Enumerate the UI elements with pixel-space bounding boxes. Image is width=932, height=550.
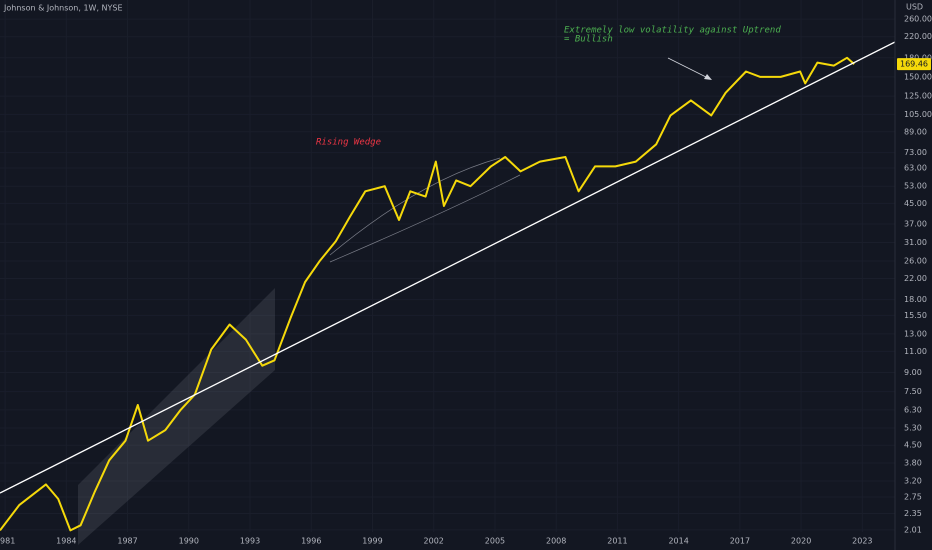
y-tick-label: 6.30 [904,405,922,414]
y-tick-label: 89.00 [904,127,927,136]
x-tick-label: 2023 [852,537,872,546]
x-tick-label: 1990 [179,537,199,546]
y-tick-label: 37.00 [904,219,927,228]
y-tick-label: 18.00 [904,295,927,304]
x-tick-label: 2002 [424,537,444,546]
y-tick-label: 105.00 [904,110,932,119]
y-tick-label: 9.00 [904,368,922,377]
y-tick-label: 2.35 [904,509,922,518]
price-line [0,56,855,532]
wedge-lower [329,174,521,263]
last-price-box [897,58,931,71]
unit-label: USD [906,3,923,12]
y-tick-label: 3.80 [904,459,922,468]
last-price-label: 169.46 [900,60,928,69]
x-tick-label: 1984 [56,537,76,546]
chart-title: Johnson & Johnson, 1W, NYSE [3,4,123,13]
x-tick-label: 1996 [301,537,321,546]
y-tick-label: 4.50 [904,441,922,450]
arrow-head [704,74,712,80]
y-tick-label: 31.00 [904,238,927,247]
x-tick-label: 2008 [546,537,566,546]
axes: 260.00 220.00 180.00 150.00 125.00 105.00 89.0… [0,15,932,546]
x-tick-label: 2017 [730,537,750,546]
plot [0,56,855,532]
y-tick-label: 53.00 [904,182,927,191]
x-tick-label: 2011 [607,537,627,546]
y-tick-label: 180.00 [904,53,932,62]
y-tick-label: 22.00 [904,274,927,283]
y-tick-label: 11.00 [904,347,927,356]
y-tick-label: 7.50 [904,387,922,396]
y-tick-label: 63.00 [904,164,927,173]
y-tick-label: 3.20 [904,477,922,486]
x-tick-label: 2014 [668,537,688,546]
y-tick-label: 73.00 [904,148,927,157]
x-tick-label: 1999 [362,537,382,546]
annotation: Rising Wedge [316,138,381,148]
trendline [0,41,896,494]
x-tick-label: 1987 [117,537,137,546]
y-tick-label: 150.00 [904,72,932,81]
y-tick-label: 2.75 [904,492,922,501]
y-tick-label: 26.00 [904,257,927,266]
y-tick-label: 5.30 [904,424,922,433]
x-tick-label: 1993 [240,537,260,546]
y-tick-label: 220.00 [904,32,932,41]
y-tick-label: 125.00 [904,92,932,101]
x-tick-label: 2020 [791,537,811,546]
y-tick-label: 2.01 [904,525,922,534]
y-tick-label: 45.00 [904,199,927,208]
grid [0,0,895,532]
annotation: Extremely low volatility against Uptrend [564,26,781,36]
annotation: = Bullish [564,35,613,45]
y-tick-label: 15.50 [904,311,927,320]
y-tick-label: 260.00 [904,15,932,24]
y-tick-label: 13.00 [904,329,927,338]
x-tick-label: 2005 [485,537,505,546]
arrow [667,57,711,80]
